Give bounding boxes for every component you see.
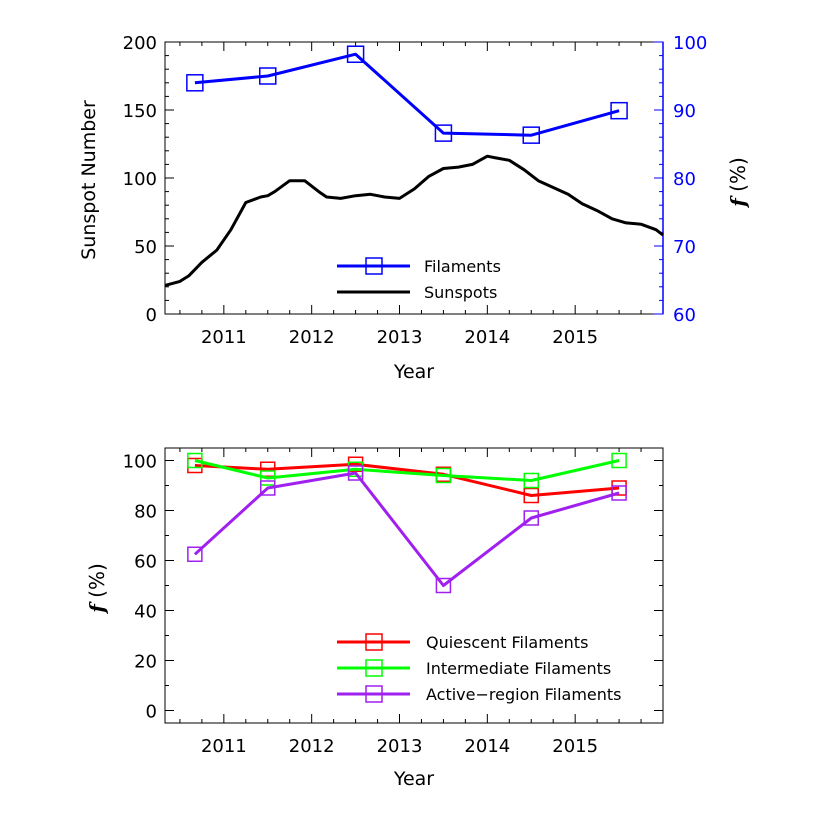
series-line-active-region-filaments xyxy=(193,471,620,587)
top-y-tick-label: 150 xyxy=(123,101,157,122)
bottom-x-tick-label: 2011 xyxy=(201,736,247,757)
series-line-sunspots xyxy=(164,154,664,287)
top-y-tick-label: 200 xyxy=(123,33,157,54)
top-x-tick-label: 2011 xyxy=(201,327,247,348)
top-legend: Filaments Sunspots xyxy=(337,257,501,302)
point-marker-active-region-filaments xyxy=(435,577,452,594)
bottom-panel-filament-types: 2011 2012 2013 2014 2015 0 20 40 60 80 100 Year f… xyxy=(85,447,664,790)
point-marker-filaments xyxy=(610,101,628,120)
top-y-right-ticks: 60 70 80 90 100 xyxy=(654,33,707,326)
top-y2-tick-label: 90 xyxy=(673,101,696,122)
top-x-axis-label: Year xyxy=(393,361,434,383)
point-marker-active-region-filaments xyxy=(260,480,276,496)
bottom-series-group xyxy=(187,452,627,594)
top-y2-axis-label: f (%) xyxy=(726,157,750,209)
point-marker-active-region-filaments xyxy=(523,510,540,526)
bottom-y-tick-label: 100 xyxy=(123,452,157,473)
legend-label-intermediate-filaments: Intermediate Filaments xyxy=(426,659,611,678)
top-x-tick-label: 2014 xyxy=(464,327,510,348)
top-y-tick-label: 50 xyxy=(134,237,157,258)
top-y-left-ticks: 0 50 100 150 200 xyxy=(123,33,174,326)
bottom-y-axis-label: f (%) xyxy=(85,563,109,615)
top-y-tick-label: 0 xyxy=(146,305,157,326)
legend-label-sunspots: Sunspots xyxy=(424,283,497,302)
legend-marker-active-region-filaments xyxy=(365,685,383,703)
top-series-group xyxy=(164,45,664,287)
point-marker-quiescent-filaments xyxy=(523,487,540,504)
bottom-y-tick-label: 40 xyxy=(134,602,157,623)
top-plot-frame xyxy=(164,41,664,315)
bottom-x-tick-label: 2012 xyxy=(289,736,335,757)
bottom-y-tick-label: 60 xyxy=(134,552,157,573)
point-marker-quiescent-filaments xyxy=(260,461,276,477)
bottom-x-ticks: 2011 2012 2013 2014 2015 xyxy=(179,448,642,757)
series-line-intermediate-filaments xyxy=(194,459,620,482)
point-marker-intermediate-filaments xyxy=(260,470,276,486)
point-marker-filaments xyxy=(186,74,204,92)
point-marker-filaments xyxy=(522,126,541,144)
point-marker-filaments xyxy=(434,124,453,142)
bottom-x-tick-label: 2014 xyxy=(464,736,510,757)
top-y2-tick-label: 80 xyxy=(673,169,696,190)
point-marker-filaments xyxy=(259,67,277,85)
legend-label-active-region-filaments: Active−region Filaments xyxy=(426,685,622,704)
top-x-ticks: 2011 2012 2013 2014 2015 xyxy=(179,42,642,348)
point-marker-active-region-filaments xyxy=(347,465,364,481)
top-y-axis-label: Sunspot Number xyxy=(78,100,100,260)
bottom-x-tick-label: 2013 xyxy=(377,736,423,757)
series-line-quiescent-filaments xyxy=(194,462,620,497)
point-marker-intermediate-filaments xyxy=(523,472,540,489)
legend-label-quiescent-filaments: Quiescent Filaments xyxy=(426,633,588,652)
top-y-tick-label: 100 xyxy=(123,169,157,190)
top-x-tick-label: 2015 xyxy=(552,327,598,348)
top-panel-sunspots-filaments: 2011 2012 2013 2014 2015 0 50 100 150 200 60 70 80… xyxy=(78,33,750,383)
legend-label-filaments: Filaments xyxy=(424,257,501,276)
bottom-y-ticks: 0 20 40 60 80 100 xyxy=(123,452,663,723)
point-marker-active-region-filaments xyxy=(187,546,203,562)
bottom-x-axis-label: Year xyxy=(393,768,434,790)
point-marker-filaments xyxy=(346,45,365,63)
top-y2-tick-label: 60 xyxy=(673,305,696,326)
top-x-tick-label: 2013 xyxy=(377,327,423,348)
point-marker-intermediate-filaments xyxy=(611,452,627,469)
bottom-y-tick-label: 0 xyxy=(146,702,157,723)
top-x-tick-label: 2012 xyxy=(289,327,335,348)
legend-marker-quiescent-filaments xyxy=(365,633,383,651)
bottom-y-tick-label: 20 xyxy=(134,652,157,673)
top-y2-tick-label: 100 xyxy=(673,33,707,54)
bottom-legend: Quiescent Filaments Intermediate Filament… xyxy=(337,633,622,704)
point-marker-intermediate-filaments xyxy=(187,452,203,469)
legend-marker-filaments xyxy=(365,257,383,275)
bottom-y-tick-label: 80 xyxy=(134,502,157,523)
point-marker-intermediate-filaments xyxy=(435,467,452,484)
series-line-filaments xyxy=(194,52,620,137)
bottom-x-tick-label: 2015 xyxy=(552,736,598,757)
top-y2-tick-label: 70 xyxy=(673,237,696,258)
legend-marker-intermediate-filaments xyxy=(365,659,383,677)
point-marker-active-region-filaments xyxy=(611,485,627,501)
